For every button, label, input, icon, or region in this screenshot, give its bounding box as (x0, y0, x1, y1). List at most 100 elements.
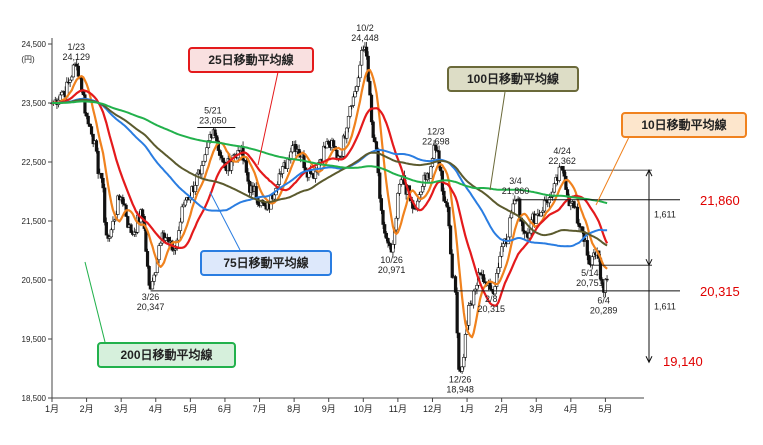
candle-body (193, 185, 197, 192)
candle-body (450, 253, 454, 278)
ma-line-200 (52, 100, 608, 205)
x-tick-label: 8月 (287, 404, 301, 414)
candle-body (513, 199, 517, 205)
level-label-19140: 19,140 (663, 354, 703, 369)
candle-body (341, 135, 346, 157)
candle-body (396, 193, 400, 219)
x-tick-label: 1月 (45, 404, 59, 414)
x-tick-label: 1月 (460, 404, 474, 414)
candle-body (70, 76, 74, 81)
candle-body (200, 165, 204, 175)
candle-body (327, 141, 331, 145)
x-tick-label: 2月 (495, 404, 509, 414)
y-tick-label: 23,500 (22, 99, 47, 108)
anno-value-5-21: 23,050 (199, 116, 227, 126)
candle-body (379, 198, 384, 211)
x-tick-label: 7月 (253, 404, 267, 414)
candle-body (388, 242, 392, 247)
x-tick-label: 6月 (218, 404, 232, 414)
candle-body (509, 212, 514, 219)
candle-body (384, 232, 388, 239)
y-tick-label: 19,500 (22, 335, 47, 344)
leader-ma100 (489, 91, 506, 191)
candle-body (453, 276, 458, 293)
candle-body (467, 305, 471, 326)
candle-body (83, 94, 87, 114)
candle-body (429, 166, 433, 179)
candle-body (463, 334, 468, 358)
candle-body (368, 81, 372, 96)
gap-label-2: 1,611 (654, 302, 676, 312)
candle-body (277, 173, 281, 185)
candle-body (68, 79, 72, 83)
x-tick-label: 4月 (564, 404, 578, 414)
candle-body (91, 133, 95, 145)
candle-body (481, 274, 486, 283)
candle-body (551, 191, 555, 198)
gap-label-1: 1,611 (654, 209, 676, 219)
leader-ma200 (84, 261, 106, 343)
leader-ma25 (257, 71, 279, 166)
candle-body (373, 137, 377, 142)
candle-body (244, 160, 248, 173)
candle-body (159, 242, 163, 246)
candle-body (577, 222, 581, 227)
anno-value-10-2: 24,448 (351, 33, 379, 43)
candle-body (493, 286, 497, 295)
candle-body (345, 127, 349, 139)
candle-body (89, 126, 94, 135)
candle-body (394, 217, 398, 231)
candle-body (177, 230, 181, 241)
candle-body (585, 240, 589, 256)
candle-body (603, 278, 608, 293)
candle-body (154, 272, 158, 276)
candle-body (521, 220, 525, 232)
anno-value-6-4: 20,289 (590, 305, 618, 315)
candle-body (572, 201, 576, 208)
ma200-label: 200日移動平均線 (97, 342, 236, 368)
candle-body (88, 123, 92, 127)
candle-body (332, 140, 336, 147)
candle-body (447, 206, 451, 227)
anno-date-12-26: 12/26 (449, 375, 472, 385)
candle-body (175, 239, 179, 250)
x-tick-label: 5月 (183, 404, 197, 414)
anno-date-3-4: 3/4 (509, 176, 522, 186)
ma10-label: 10日移動平均線 (621, 112, 747, 138)
y-tick-label: 20,500 (22, 276, 47, 285)
arrow-1b-head (645, 169, 653, 177)
candle-body (290, 145, 295, 153)
candle-body (590, 256, 594, 266)
candle-body (445, 202, 449, 208)
candle-body (147, 266, 151, 286)
candle-body (496, 267, 500, 274)
leader-ma75 (209, 191, 241, 251)
candle-body (460, 366, 464, 372)
ma-line-10 (52, 68, 608, 339)
candle-body (86, 115, 90, 125)
candle-body (195, 173, 199, 186)
candle-body (455, 292, 459, 334)
candle-body (140, 209, 145, 217)
candle-body (103, 187, 107, 223)
anno-value-4-24: 22,362 (548, 156, 576, 166)
candle-body (600, 279, 604, 285)
ma-line-100 (52, 98, 608, 247)
candle-body (534, 214, 538, 224)
candle-body (129, 224, 133, 233)
candle-body (183, 199, 188, 206)
candle-body (397, 183, 402, 194)
candle-body (539, 212, 543, 217)
candle-body (60, 91, 64, 96)
candle-body (112, 219, 117, 222)
anno-date-10-26: 10/26 (380, 255, 403, 265)
candle-body (371, 121, 375, 138)
candle-body (262, 202, 267, 207)
candle-body (346, 115, 351, 129)
candle-body (399, 179, 403, 185)
anno-date-10-2: 10/2 (356, 23, 374, 33)
candle-body (180, 206, 184, 223)
anno-value-1-23: 24,129 (62, 52, 90, 62)
x-tick-label: 10月 (354, 404, 373, 414)
